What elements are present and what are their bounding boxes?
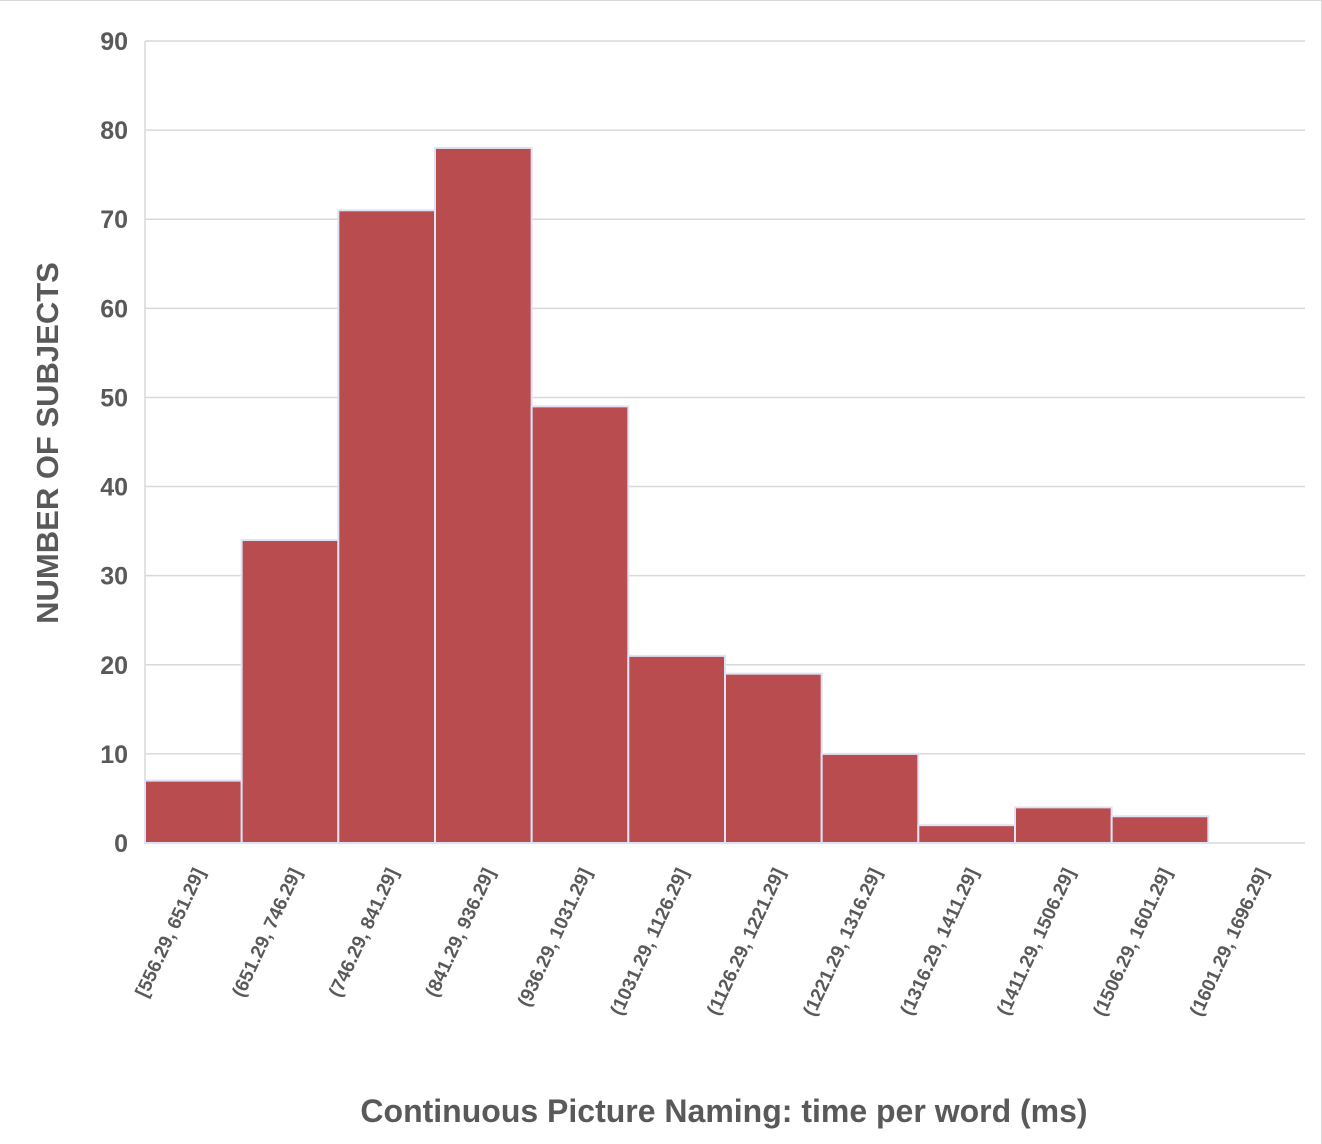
x-tick-label: (1601.29, 1696.29]	[1186, 865, 1273, 1019]
y-tick-label: 40	[100, 474, 128, 502]
bar	[240, 539, 340, 844]
x-tick-label: (651.29, 746.29]	[229, 865, 307, 1000]
x-tick-label: (1506.29, 1601.29]	[1090, 865, 1177, 1019]
bar	[434, 146, 533, 844]
x-tick-label: (841.29, 936.29]	[422, 865, 500, 1000]
x-tick-labels: [556.29, 651.29] (651.29, 746.29] (746.29,…	[132, 865, 1273, 1019]
x-tick-label: (1031.29, 1126.29]	[607, 865, 693, 1018]
x-tick-label: (1126.29, 1221.29]	[703, 865, 789, 1018]
bar	[627, 654, 726, 844]
y-tick-label: 70	[100, 206, 128, 234]
x-tick-label: (1221.29, 1316.29]	[800, 865, 887, 1019]
bars	[144, 146, 1210, 845]
bar	[144, 779, 243, 844]
y-tick-label: 50	[100, 384, 128, 412]
bar	[530, 405, 630, 844]
y-tick-label: 30	[100, 563, 128, 591]
y-tick-label: 90	[100, 28, 128, 56]
y-tick-label: 10	[100, 741, 128, 769]
x-tick-label: (936.29, 1031.29]	[514, 865, 596, 1010]
x-tick-label: (1411.29, 1506.29]	[993, 865, 1079, 1018]
y-tick-label: 80	[100, 117, 128, 145]
bar	[1014, 806, 1113, 844]
bar	[724, 672, 823, 845]
y-tick-labels: 0 10 20 30 40 50 60 70 80 90	[100, 28, 128, 858]
bar	[1110, 815, 1210, 844]
y-tick-label: 60	[100, 295, 128, 323]
bar	[337, 209, 437, 845]
y-tick-label: 20	[100, 652, 128, 680]
bar	[917, 824, 1016, 845]
x-tick-label: (1316.29, 1411.29]	[897, 865, 983, 1018]
y-axis-label: NUMBER OF SUBJECTS	[30, 262, 65, 624]
y-tick-label: 0	[114, 830, 128, 858]
x-tick-label: [556.29, 651.29]	[132, 865, 210, 1000]
x-axis-label: Continuous Picture Naming: time per word…	[360, 1093, 1087, 1129]
bar	[820, 752, 920, 845]
x-tick-label: (746.29, 841.29]	[325, 865, 403, 1000]
